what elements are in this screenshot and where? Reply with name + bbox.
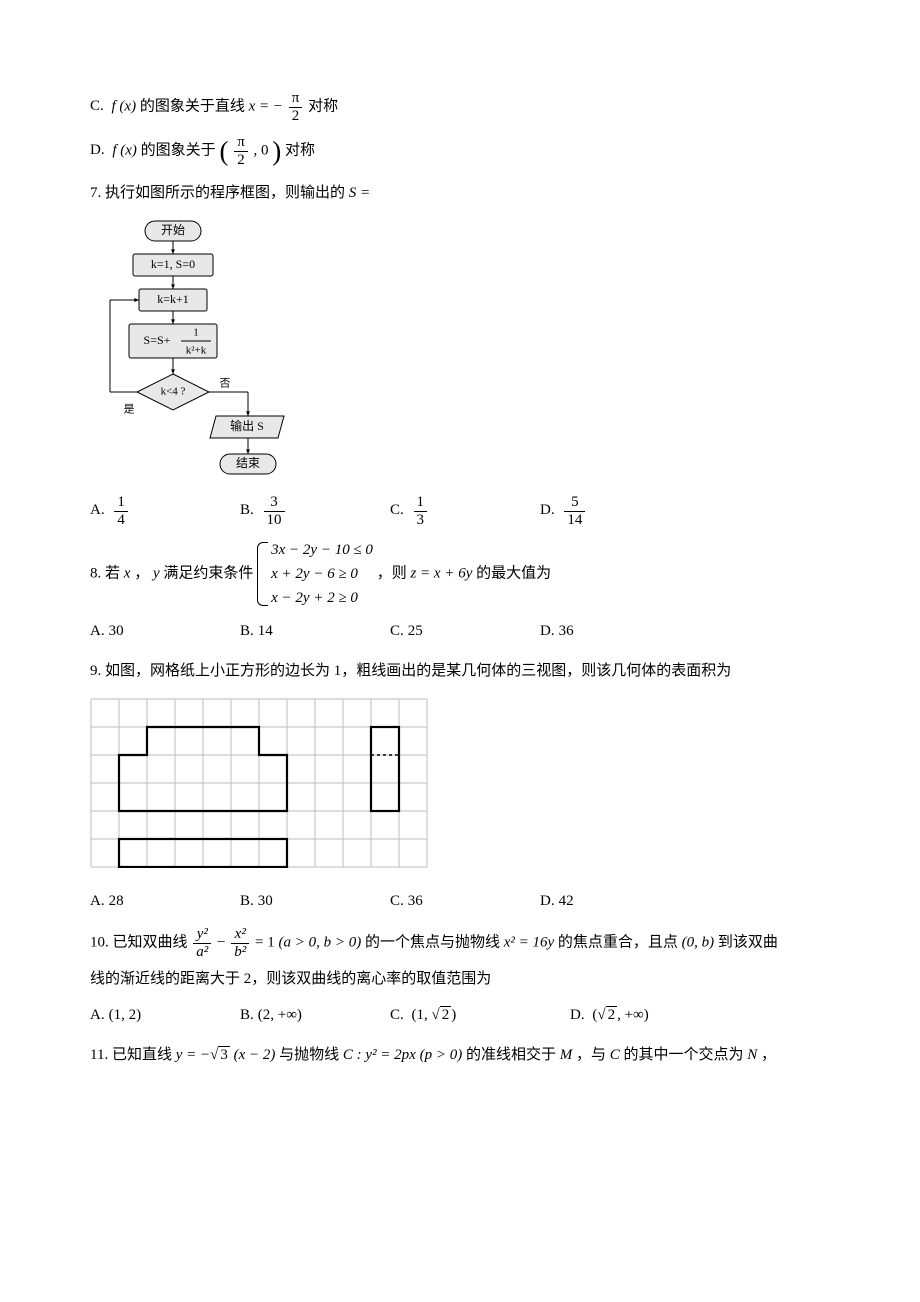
rparen: ) xyxy=(272,136,281,166)
math-fx: f (x) xyxy=(112,142,137,158)
label-d: D. xyxy=(90,142,108,158)
q10-option-d: D. (√2, +∞) xyxy=(570,1000,720,1030)
q7-option-a: A. 14 xyxy=(90,494,240,528)
text: 若 xyxy=(105,565,120,581)
svg-text:k=k+1: k=k+1 xyxy=(157,292,189,306)
text: 已知直线 xyxy=(112,1047,172,1063)
q6-option-d: D. f (x) 的图象关于 ( π 2 , 0 ) 对称 xyxy=(90,134,830,168)
text: 对称 xyxy=(285,142,315,158)
q-label: 9. xyxy=(90,663,105,679)
text: 的一个焦点与抛物线 xyxy=(365,934,500,950)
constraint-block: 3x − 2y − 10 ≤ 0 x + 2y − 6 ≥ 0 x − 2y +… xyxy=(257,538,373,610)
q-label: 8. xyxy=(90,565,105,581)
text: 的图象关于直线 xyxy=(140,98,245,114)
q8-options: A.30 B.14 C.25 D.36 xyxy=(90,616,830,646)
pair-rest: , 0 xyxy=(254,142,269,158)
q-label: 7. xyxy=(90,185,105,201)
svg-text:k²+k: k²+k xyxy=(186,345,207,357)
q-label: 10. xyxy=(90,934,113,950)
q10-stem: 10. 已知双曲线 y²a² − x²b² = 1 (a > 0, b > 0)… xyxy=(90,926,830,960)
q8-option-b: B.14 xyxy=(240,616,390,646)
q10-stem-line2: 线的渐近线的距离大于 2，则该双曲线的离心率的取值范围为 xyxy=(90,964,830,994)
q8-option-a: A.30 xyxy=(90,616,240,646)
text: 的准线相交于 xyxy=(466,1047,556,1063)
q8-option-d: D.36 xyxy=(540,616,690,646)
q10-options: A.(1, 2) B.(2, +∞) C. (1, √2) D. (√2, +∞… xyxy=(90,1000,830,1030)
flowchart-svg: 开始 k=1, S=0 k=k+1 S=S+ 1 k²+k k<4 ? 是 否输出 S 结束 xyxy=(98,216,298,486)
q-label: 11. xyxy=(90,1047,112,1063)
text: 满足约束条件 xyxy=(163,565,253,581)
q9-option-d: D.42 xyxy=(540,886,690,916)
text: 到该双曲 xyxy=(718,934,778,950)
q9-option-c: C.36 xyxy=(390,886,540,916)
text: 与抛物线 xyxy=(279,1047,339,1063)
svg-text:k=1, S=0: k=1, S=0 xyxy=(151,257,195,271)
q9-stem: 9. 如图，网格纸上小正方形的边长为 1，粗线画出的是某几何体的三视图，则该几何… xyxy=(90,656,830,686)
q9-option-a: A.28 xyxy=(90,886,240,916)
svg-text:结束: 结束 xyxy=(236,456,260,470)
lparen: ( xyxy=(219,136,228,166)
svg-text:否: 否 xyxy=(220,378,231,390)
q10-option-a: A.(1, 2) xyxy=(90,1000,240,1030)
q8-stem: 8. 若 x ， y 满足约束条件 3x − 2y − 10 ≤ 0 x + 2… xyxy=(90,538,830,610)
math-s: S = xyxy=(349,185,370,201)
q6-option-c: C. f (x) 的图象关于直线 x = − π 2 对称 xyxy=(90,90,830,124)
q10-option-b: B.(2, +∞) xyxy=(240,1000,390,1030)
text: ，则 xyxy=(377,565,407,581)
q7-option-c: C. 13 xyxy=(390,494,540,528)
text: ，与 xyxy=(576,1047,606,1063)
q9-options: A.28 B.30 C.36 D.42 xyxy=(90,886,830,916)
label-c: C. xyxy=(90,98,108,114)
text: 执行如图所示的程序框图，则输出的 xyxy=(105,185,345,201)
q7-option-d: D. 514 xyxy=(540,494,690,528)
frac-pi-2: π 2 xyxy=(234,134,248,168)
text: 的其中一个交点为 xyxy=(624,1047,744,1063)
text: 的图象关于 xyxy=(141,142,216,158)
q7-option-b: B. 310 xyxy=(240,494,390,528)
svg-text:是: 是 xyxy=(124,403,135,416)
q8-option-c: C.25 xyxy=(390,616,540,646)
three-view-diagram xyxy=(90,698,830,868)
text: 已知双曲线 xyxy=(113,934,188,950)
q7-options: A. 14 B. 310 C. 13 D. 514 xyxy=(90,494,830,528)
grid-svg xyxy=(90,698,428,868)
q7-stem: 7. 执行如图所示的程序框图，则输出的 S = xyxy=(90,178,830,208)
frac-pi-2: π 2 xyxy=(289,90,303,124)
svg-text:k<4 ?: k<4 ? xyxy=(161,386,186,398)
text: ， xyxy=(761,1047,776,1063)
svg-text:S=S+: S=S+ xyxy=(144,333,171,347)
q10-option-c: C. (1, √2) xyxy=(390,1000,570,1030)
svg-text:开始: 开始 xyxy=(161,223,185,237)
text: 如图，网格纸上小正方形的边长为 1，粗线画出的是某几何体的三视图，则该几何体的表… xyxy=(105,663,731,679)
q9-option-b: B.30 xyxy=(240,886,390,916)
math-eq: x = − xyxy=(249,98,283,114)
math-fx: f (x) xyxy=(112,98,137,114)
svg-text:1: 1 xyxy=(193,327,199,339)
text: 的焦点重合，且点 xyxy=(558,934,678,950)
svg-text:输出 S: 输出 S xyxy=(230,418,264,433)
text: 的最大值为 xyxy=(476,565,551,581)
text: 对称 xyxy=(308,98,338,114)
text: 线的渐近线的距离大于 2，则该双曲线的离心率的取值范围为 xyxy=(90,971,491,987)
q11-stem: 11. 已知直线 y = −√3 (x − 2) 与抛物线 C : y² = 2… xyxy=(90,1040,830,1070)
flowchart: 开始 k=1, S=0 k=k+1 S=S+ 1 k²+k k<4 ? 是 否输出 S 结束 xyxy=(98,216,830,486)
